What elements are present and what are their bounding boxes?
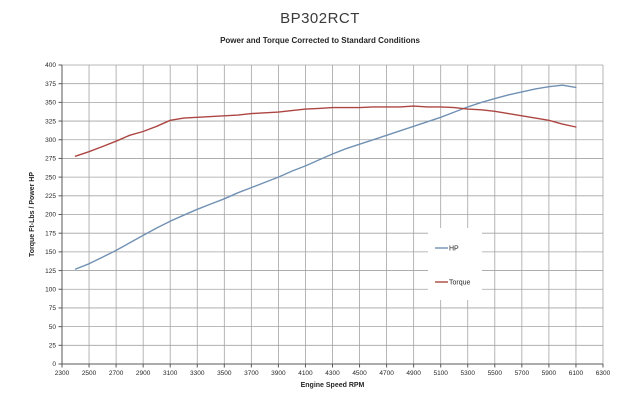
y-tick-label: 250 — [45, 174, 56, 181]
x-tick-label: 3100 — [163, 370, 178, 377]
x-tick-label: 5100 — [433, 370, 448, 377]
x-tick-label: 3900 — [271, 370, 286, 377]
y-tick-label: 25 — [49, 343, 57, 350]
chart-subtitle: Power and Torque Corrected to Standard C… — [220, 36, 420, 45]
y-tick-label: 150 — [45, 249, 56, 256]
power-torque-chart: 2300 2500 2700 2900 3100 3300 3500 3700 3900 4100… — [29, 62, 611, 389]
y-tick-label: 175 — [45, 230, 56, 237]
x-tick-label: 5700 — [515, 370, 530, 377]
y-tick-label: 0 — [52, 361, 56, 368]
x-tick-label: 6100 — [569, 370, 584, 377]
series-line-hp — [74, 84, 577, 270]
x-tick-label: 5300 — [461, 370, 476, 377]
x-tick-label: 3300 — [190, 370, 205, 377]
x-tick-label: 2500 — [82, 370, 97, 377]
y-axis-title: Torque Ft-Lbs / Power HP — [29, 172, 36, 257]
legend-label-torque: Torque — [449, 279, 471, 286]
y-tick-label: 75 — [49, 305, 57, 312]
x-tick-label: 4500 — [352, 370, 367, 377]
y-tick-label: 125 — [45, 268, 56, 275]
x-tick-label: 2700 — [109, 370, 124, 377]
y-tick-label: 300 — [45, 137, 56, 144]
x-tick-label: 4700 — [379, 370, 394, 377]
y-tick-label: 225 — [45, 193, 56, 200]
chart-title: BP302RCT — [280, 10, 360, 27]
x-tick-label: 3500 — [217, 370, 232, 377]
y-tick-label: 50 — [49, 324, 57, 331]
x-tick-label: 5500 — [488, 370, 503, 377]
series-line-torque — [74, 105, 577, 157]
x-tick-label: 2900 — [136, 370, 151, 377]
legend-box — [428, 228, 482, 300]
x-axis-title: Engine Speed RPM — [301, 382, 365, 389]
x-tick-label: 4900 — [406, 370, 421, 377]
x-tick-label: 2300 — [55, 370, 70, 377]
legend-label-hp: HP — [449, 245, 459, 252]
x-tick-label: 3700 — [244, 370, 259, 377]
x-tick-label: 4300 — [325, 370, 340, 377]
y-tick-label: 375 — [45, 81, 56, 88]
y-tick-label: 400 — [45, 62, 56, 69]
y-tick-label: 200 — [45, 212, 56, 219]
x-tick-label: 4100 — [298, 370, 313, 377]
y-tick-label: 350 — [45, 100, 56, 107]
y-tick-label: 100 — [45, 286, 56, 293]
x-tick-label: 6300 — [596, 370, 611, 377]
y-tick-label: 325 — [45, 118, 56, 125]
y-tick-label: 275 — [45, 156, 56, 163]
x-tick-label: 5900 — [542, 370, 557, 377]
